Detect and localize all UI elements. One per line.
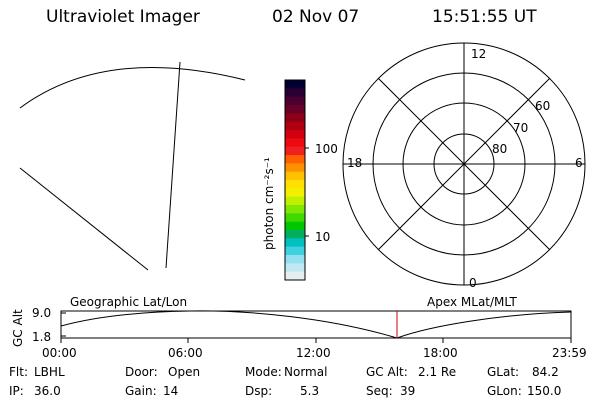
colorbar-swatch <box>285 238 305 248</box>
colorbar-swatch <box>285 188 305 198</box>
colorbar-swatch <box>285 121 305 131</box>
image-date: 02 Nov 07 <box>272 7 360 27</box>
x-tick-label-1800: 18:00 <box>423 346 458 360</box>
colorbar-swatch <box>285 205 305 214</box>
colorbar-swatch <box>285 271 305 281</box>
gc-alt-axis-label: GC Alt <box>11 309 25 347</box>
timeline-frame <box>60 310 572 339</box>
app-title: Ultraviolet Imager <box>46 7 200 27</box>
y-tick-label-9: 9.0 <box>32 306 52 320</box>
colorbar-swatch <box>285 171 305 181</box>
geo-outer-arc <box>19 67 246 109</box>
dsp-label: Dsp: <box>245 384 273 398</box>
colorbar-swatch <box>285 213 305 223</box>
geographic-latlon-label: Geographic Lat/Lon <box>70 295 188 309</box>
geographic-map-panel <box>19 61 246 271</box>
colorbar-swatch <box>285 196 305 206</box>
colorbar-swatch <box>285 146 305 156</box>
filter-label: Flt: <box>9 365 28 379</box>
mode-label: Mode: <box>245 365 282 379</box>
colorbar-swatch <box>285 255 305 264</box>
gain-value: 14 <box>163 384 179 398</box>
colorbar-label-10: 10 <box>315 230 331 244</box>
x-tick-label-0600: 06:00 <box>168 346 203 360</box>
image-time: 15:51:55 UT <box>432 7 537 27</box>
apex-mlat-mlt-label: Apex MLat/MLT <box>427 295 517 309</box>
colorbar-frame <box>284 79 306 281</box>
colorbar <box>284 79 309 281</box>
mode-value: Normal <box>284 365 328 379</box>
ip-label: IP: <box>9 384 24 398</box>
colorbar-swatch <box>285 180 305 189</box>
colorbar-swatch <box>285 263 305 273</box>
colorbar-unit-label: photon cm⁻²s⁻¹ <box>262 157 276 250</box>
x-tick-label-2359: 23:59 <box>552 346 587 360</box>
colorbar-swatch <box>285 221 305 231</box>
lat-label-60: 60 <box>535 99 551 113</box>
door-value: Open <box>168 365 201 379</box>
lat-label-80: 80 <box>492 142 508 156</box>
polar-diag-2 <box>377 77 551 251</box>
lat-label-70: 70 <box>513 121 529 135</box>
geo-meridian-line <box>165 61 181 269</box>
mlt-label-12: 12 <box>471 47 487 61</box>
gc-alt-value: 2.1 Re <box>418 365 457 379</box>
colorbar-swatch <box>285 96 305 106</box>
mlt-label-6: 6 <box>575 156 583 170</box>
glon-value: 150.0 <box>527 384 562 398</box>
polar-plot <box>342 42 586 286</box>
colorbar-swatch <box>285 80 305 89</box>
filter-value: LBHL <box>34 365 65 379</box>
colorbar-swatch <box>285 113 305 123</box>
colorbar-swatch <box>285 105 305 114</box>
gain-label: Gain: <box>125 384 157 398</box>
seq-label: Seq: <box>366 384 393 398</box>
glat-value: 84.2 <box>532 365 559 379</box>
gc-altitude-curve <box>60 310 572 339</box>
glat-label: GLat: <box>487 365 520 379</box>
colorbar-swatch <box>285 246 305 256</box>
mlt-label-18: 18 <box>347 156 363 170</box>
colorbar-label-100: 100 <box>315 142 338 156</box>
door-label: Door: <box>125 365 158 379</box>
seq-value: 39 <box>400 384 416 398</box>
mlt-label-0: 0 <box>469 276 477 290</box>
colorbar-swatch <box>285 88 305 98</box>
dsp-value: 5.3 <box>300 384 320 398</box>
colorbar-swatch <box>285 138 305 148</box>
timeline-panel <box>60 310 572 343</box>
colorbar-swatch <box>285 230 305 239</box>
gc-alt-label: GC Alt: <box>366 365 408 379</box>
glon-label: GLon: <box>487 384 522 398</box>
colorbar-swatch <box>285 163 305 173</box>
x-tick-label-0000: 00:00 <box>42 346 77 360</box>
geo-left-boundary <box>19 167 149 271</box>
x-tick-label-1200: 12:00 <box>296 346 331 360</box>
colorbar-swatch <box>285 155 305 164</box>
ip-value: 36.0 <box>34 384 61 398</box>
y-tick-label-1-8: 1.8 <box>32 330 52 344</box>
colorbar-swatch <box>285 130 305 139</box>
